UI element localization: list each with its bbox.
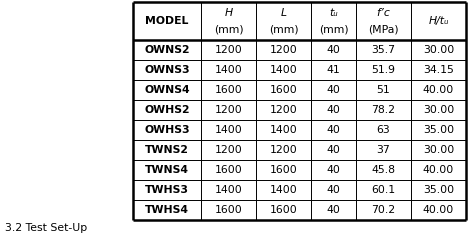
Text: (mm): (mm)	[269, 24, 298, 34]
Text: 40: 40	[327, 185, 340, 195]
Text: 1600: 1600	[215, 85, 242, 95]
Text: 51: 51	[377, 85, 391, 95]
Text: 30.00: 30.00	[423, 145, 454, 155]
Text: 1600: 1600	[215, 205, 242, 215]
Text: 40: 40	[327, 85, 340, 95]
Text: 40: 40	[327, 165, 340, 175]
Text: OWNS3: OWNS3	[144, 65, 190, 75]
Text: 1200: 1200	[215, 45, 242, 55]
Text: TWHS4: TWHS4	[145, 205, 189, 215]
Text: 63: 63	[377, 125, 391, 135]
Text: 1200: 1200	[270, 105, 297, 115]
Text: TWNS2: TWNS2	[145, 145, 189, 155]
Text: f’c: f’c	[376, 8, 391, 18]
Text: 40: 40	[327, 205, 340, 215]
Text: L: L	[281, 8, 286, 18]
Text: 40.00: 40.00	[423, 85, 454, 95]
Text: 1200: 1200	[215, 145, 242, 155]
Text: OWNS2: OWNS2	[144, 45, 190, 55]
Text: H/tᵤ: H/tᵤ	[428, 16, 449, 26]
Text: 1400: 1400	[215, 185, 242, 195]
Text: 40.00: 40.00	[423, 165, 454, 175]
Text: 41: 41	[327, 65, 340, 75]
Text: 3.2 Test Set-Up: 3.2 Test Set-Up	[5, 223, 87, 233]
Text: 1400: 1400	[270, 65, 297, 75]
Text: 35.00: 35.00	[423, 185, 454, 195]
Text: 1600: 1600	[270, 85, 297, 95]
Text: 1600: 1600	[270, 205, 297, 215]
Text: H: H	[224, 8, 233, 18]
Text: 40.00: 40.00	[423, 205, 454, 215]
Text: 1600: 1600	[270, 165, 297, 175]
Text: 35.00: 35.00	[423, 125, 454, 135]
Text: (mm): (mm)	[319, 24, 348, 34]
Text: 30.00: 30.00	[423, 105, 454, 115]
Text: 40: 40	[327, 125, 340, 135]
Text: 70.2: 70.2	[372, 205, 396, 215]
Text: 1200: 1200	[270, 45, 297, 55]
Text: 34.15: 34.15	[423, 65, 454, 75]
Text: 1200: 1200	[270, 145, 297, 155]
Text: 35.7: 35.7	[372, 45, 395, 55]
Text: 37: 37	[377, 145, 391, 155]
Text: OWNS4: OWNS4	[144, 85, 190, 95]
Text: 1400: 1400	[270, 185, 297, 195]
Text: 1400: 1400	[215, 125, 242, 135]
Text: tᵤ: tᵤ	[329, 8, 338, 18]
Text: TWHS3: TWHS3	[145, 185, 189, 195]
Text: MODEL: MODEL	[146, 16, 189, 26]
Text: 1200: 1200	[215, 105, 242, 115]
Text: OWHS3: OWHS3	[144, 125, 190, 135]
Text: 51.9: 51.9	[372, 65, 395, 75]
Text: 30.00: 30.00	[423, 45, 454, 55]
Text: 40: 40	[327, 105, 340, 115]
Text: (mm): (mm)	[214, 24, 243, 34]
Text: TWNS4: TWNS4	[145, 165, 189, 175]
Text: 40: 40	[327, 45, 340, 55]
Text: 1400: 1400	[270, 125, 297, 135]
Text: 1600: 1600	[215, 165, 242, 175]
Text: 1400: 1400	[215, 65, 242, 75]
Text: 78.2: 78.2	[372, 105, 395, 115]
Text: OWHS2: OWHS2	[144, 105, 190, 115]
Text: 45.8: 45.8	[372, 165, 395, 175]
Text: (MPa): (MPa)	[368, 24, 399, 34]
Text: 40: 40	[327, 145, 340, 155]
Text: 60.1: 60.1	[372, 185, 396, 195]
